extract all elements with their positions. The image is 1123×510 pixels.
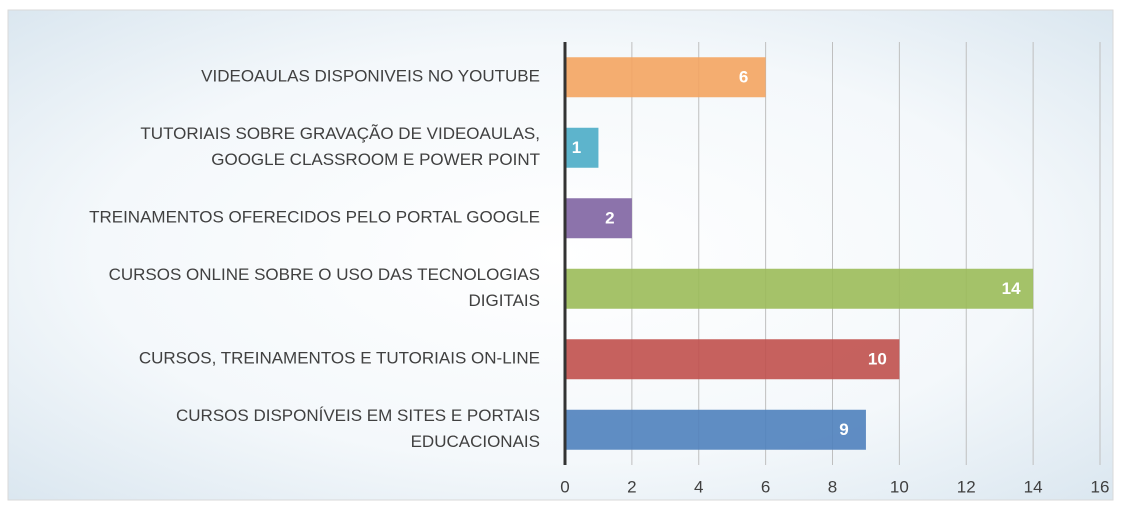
data-label: 2 <box>605 209 614 228</box>
data-label: 6 <box>739 68 748 87</box>
y-tick-label: CURSOS, TREINAMENTOS E TUTORIAIS ON-LINE <box>139 349 540 368</box>
x-tick-label: 0 <box>560 477 569 496</box>
y-tick-label: DIGITAIS <box>469 291 540 310</box>
bar <box>565 268 1034 309</box>
data-label: 9 <box>839 420 848 439</box>
y-tick-label: GOOGLE CLASSROOM E POWER POINT <box>211 150 540 169</box>
y-tick-label: TREINAMENTOS OFERECIDOS PELO PORTAL GOOG… <box>89 208 540 227</box>
bar <box>565 57 766 98</box>
y-tick-label: VIDEOAULAS DISPONIVEIS NO YOUTUBE <box>201 67 540 86</box>
y-tick-label: CURSOS ONLINE SOBRE O USO DAS TECNOLOGIA… <box>109 265 540 284</box>
bar <box>565 127 599 168</box>
data-label: 1 <box>572 138 581 157</box>
plot-background <box>7 9 1114 501</box>
bar <box>565 198 632 239</box>
x-tick-label: 2 <box>627 477 636 496</box>
x-tick-label: 12 <box>957 477 976 496</box>
data-label: 10 <box>868 350 887 369</box>
x-tick-label: 4 <box>694 477 703 496</box>
x-tick-label: 10 <box>890 477 909 496</box>
data-label: 14 <box>1002 279 1021 298</box>
x-tick-label: 8 <box>828 477 837 496</box>
y-tick-label: EDUCACIONAIS <box>411 432 540 451</box>
bar <box>565 339 900 380</box>
x-tick-label: 14 <box>1024 477 1043 496</box>
x-tick-label: 6 <box>761 477 770 496</box>
y-tick-label: CURSOS DISPONÍVEIS EM SITES E PORTAIS <box>176 406 540 425</box>
x-tick-label: 16 <box>1091 477 1110 496</box>
bar <box>565 409 866 450</box>
y-tick-label: TUTORIAIS SOBRE GRAVAÇÃO DE VIDEOAULAS, <box>140 124 540 143</box>
